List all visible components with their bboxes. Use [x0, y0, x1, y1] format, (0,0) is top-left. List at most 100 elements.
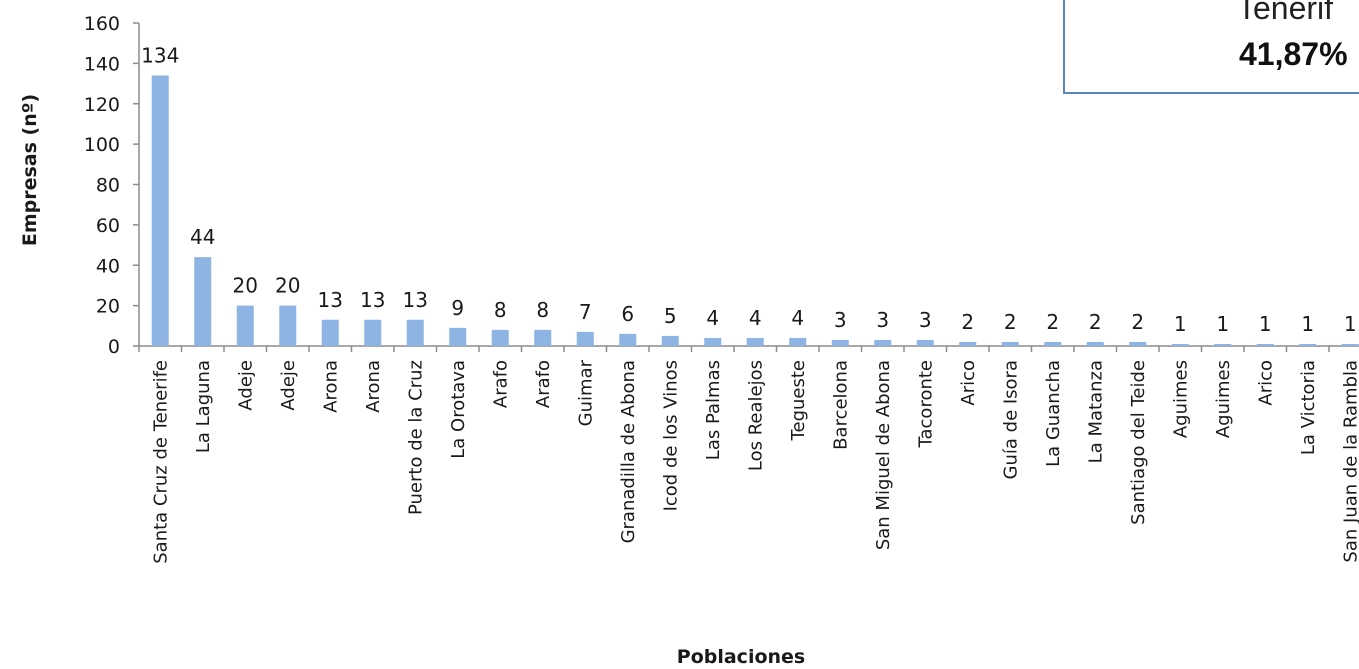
bar	[1129, 341, 1147, 346]
data-label: 5	[664, 304, 677, 328]
category-label: Tacoronte	[915, 360, 936, 449]
category-label: Arafo	[533, 360, 554, 408]
bar	[789, 337, 807, 346]
bar	[959, 341, 977, 346]
bar	[1171, 343, 1189, 346]
data-label: 2	[1046, 310, 1059, 334]
data-label: 13	[403, 288, 428, 312]
category-label: Adeje	[278, 360, 299, 411]
callout-line-1: Tenerif	[1237, 0, 1334, 26]
y-tick-label: 40	[96, 255, 120, 277]
category-label: Icod de los Vinos	[660, 360, 681, 511]
data-label: 2	[1004, 310, 1017, 334]
bar	[1256, 343, 1274, 346]
category-label: Santiago del Teide	[1128, 360, 1149, 525]
data-label: 44	[190, 225, 215, 249]
bar	[576, 331, 594, 346]
x-axis-title: Poblaciones	[677, 646, 805, 668]
y-tick-label: 160	[84, 13, 120, 35]
bar	[1044, 341, 1062, 346]
data-label: 3	[834, 308, 847, 332]
data-label: 4	[706, 306, 719, 330]
data-label: 8	[536, 298, 549, 322]
data-label: 13	[360, 288, 385, 312]
bar	[704, 337, 722, 346]
category-label: Arona	[363, 360, 384, 413]
data-label: 1	[1174, 312, 1187, 336]
bar	[236, 305, 254, 346]
bar	[491, 329, 509, 346]
bar	[1214, 343, 1232, 346]
y-tick-label: 100	[84, 134, 120, 156]
category-label: Las Palmas	[703, 360, 724, 460]
bar	[874, 339, 892, 346]
bar	[1086, 341, 1104, 346]
y-tick-label: 20	[96, 296, 120, 318]
data-label: 2	[1089, 310, 1102, 334]
category-label: Tegueste	[788, 360, 809, 441]
category-label: Arona	[320, 360, 341, 413]
bar	[279, 305, 297, 346]
x-ticks	[138, 346, 1330, 352]
category-label: Guía de Isora	[1000, 360, 1021, 479]
category-label: La Orotava	[448, 360, 469, 459]
data-label: 20	[233, 274, 258, 298]
bar	[1001, 341, 1019, 346]
category-label: Los Realejos	[745, 360, 766, 471]
category-label: Santa Cruz de Tenerife	[150, 360, 171, 564]
bar	[406, 319, 424, 346]
category-label: La Matanza	[1085, 360, 1106, 463]
y-tick-label: 80	[96, 175, 120, 197]
data-label: 20	[275, 274, 300, 298]
data-label: 7	[579, 300, 592, 324]
callout-line-2: 41,87%	[1239, 36, 1348, 72]
data-label: 4	[791, 306, 804, 330]
category-label: San Miguel de Abona	[873, 360, 894, 550]
bar	[1341, 343, 1359, 346]
data-label: 1	[1301, 312, 1314, 336]
data-label: 1	[1216, 312, 1229, 336]
data-label: 8	[494, 298, 507, 322]
data-label: 4	[749, 306, 762, 330]
y-tick-label: 140	[84, 53, 120, 75]
bar	[916, 339, 934, 346]
callout-box: Tenerif 41,87%	[1063, 0, 1359, 94]
y-ticks: 0 20 40 60 80 100 120 140 160	[84, 13, 139, 358]
category-label: Aguimes	[1170, 360, 1191, 438]
category-label: La Guancha	[1043, 360, 1064, 467]
data-label: 1	[1259, 312, 1272, 336]
category-label: Barcelona	[830, 360, 851, 450]
category-label: Aguimes	[1213, 360, 1234, 438]
category-label: Guimar	[575, 359, 596, 426]
category-label: Arafo	[490, 360, 511, 408]
data-label: 3	[876, 308, 889, 332]
category-label: La Laguna	[193, 360, 214, 453]
bar	[364, 319, 382, 346]
bar	[321, 319, 339, 346]
data-label: 134	[141, 43, 179, 67]
data-label: 13	[318, 288, 343, 312]
category-label: La Victoria	[1298, 360, 1319, 455]
bar	[449, 327, 467, 346]
category-label: Arico	[1255, 360, 1276, 406]
bar	[194, 257, 212, 346]
bar	[151, 75, 169, 347]
category-labels: Santa Cruz de Tenerife La Laguna Adeje Adej…	[150, 359, 1359, 563]
data-label: 3	[919, 308, 932, 332]
category-label: Arico	[958, 360, 979, 406]
category-label: Puerto de la Cruz	[405, 360, 426, 515]
data-label: 9	[451, 296, 464, 320]
data-label: 2	[1131, 310, 1144, 334]
bar	[619, 333, 637, 346]
category-label: Granadilla de Abona	[618, 360, 639, 543]
bar	[746, 337, 764, 346]
y-tick-label: 120	[84, 94, 120, 116]
data-label: 2	[961, 310, 974, 334]
y-tick-label: 60	[96, 215, 120, 237]
bar	[661, 335, 679, 346]
bar	[1299, 343, 1317, 346]
bars	[151, 75, 1359, 347]
y-tick-label: 0	[108, 336, 120, 358]
